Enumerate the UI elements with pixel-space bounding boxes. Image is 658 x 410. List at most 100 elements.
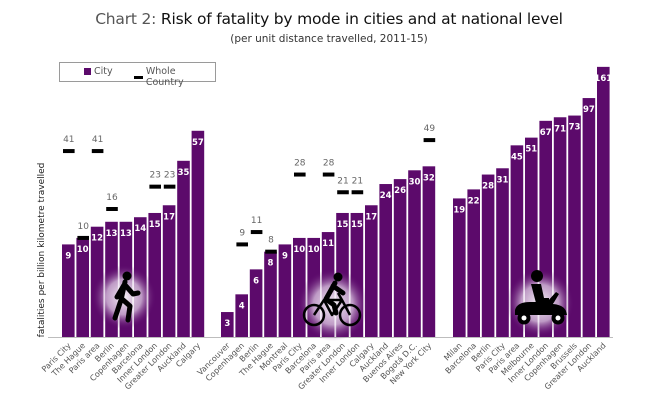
bar-value-label: 6 xyxy=(253,276,259,286)
bar-city xyxy=(467,189,480,337)
bar-value-label: 19 xyxy=(453,205,465,215)
chart-title: Chart 2: Risk of fatality by mode in cit… xyxy=(0,10,658,28)
bar-value-label: 97 xyxy=(583,105,595,115)
bar-city xyxy=(191,130,205,337)
bar-city xyxy=(453,198,466,337)
pedestrian-icon xyxy=(112,271,141,323)
bar-value-label: 10 xyxy=(293,245,305,255)
bar-city xyxy=(76,237,89,337)
legend-item-whole-country: Whole Country xyxy=(134,66,215,88)
legend: City Whole Country xyxy=(59,62,216,88)
bar-city xyxy=(393,179,407,337)
bar-city xyxy=(148,212,161,337)
bar-value-label: 35 xyxy=(178,168,190,178)
bar-value-label: 15 xyxy=(337,220,349,230)
bar-city xyxy=(597,66,610,337)
bar-city xyxy=(249,269,263,337)
whole-country-marker xyxy=(294,172,306,177)
bar-value-label: 57 xyxy=(192,138,204,148)
bar-city xyxy=(278,244,292,337)
bar-city xyxy=(379,184,392,337)
whole-country-marker xyxy=(322,172,335,177)
motorcycle-icon xyxy=(515,270,567,325)
whole-country-value-label: 49 xyxy=(424,124,436,134)
chart-subtitle: (per unit distance travelled, 2011-15) xyxy=(230,33,428,45)
chart-title-prefix: Chart 2: xyxy=(95,10,161,28)
chart-title-main: Risk of fatality by mode in cities and a… xyxy=(160,10,563,28)
bar-value-label: 31 xyxy=(497,175,509,185)
bar-value-label: 28 xyxy=(482,182,494,192)
whole-country-value-label: 21 xyxy=(352,176,363,186)
bar-value-label: 73 xyxy=(569,123,581,133)
bar-value-label: 51 xyxy=(525,145,537,155)
bar-city xyxy=(422,166,436,337)
bar-value-label: 45 xyxy=(511,152,523,162)
bar-city xyxy=(582,98,596,337)
bar-city xyxy=(62,244,75,337)
whole-country-value-label: 9 xyxy=(239,228,245,238)
legend-swatch-city xyxy=(84,68,91,75)
bar-value-label: 11 xyxy=(322,239,334,249)
whole-country-marker xyxy=(423,138,436,143)
legend-label-whole-country: Whole Country xyxy=(145,66,184,88)
bar-city xyxy=(408,170,421,337)
bar-city xyxy=(162,205,176,337)
bar-value-label: 8 xyxy=(268,259,274,269)
bar-city xyxy=(568,115,581,337)
whole-country-value-label: 23 xyxy=(164,171,175,181)
bar-city xyxy=(177,160,190,337)
bicycle-icon xyxy=(302,272,362,327)
whole-country-marker xyxy=(236,242,248,247)
bar-value-label: 26 xyxy=(394,186,406,196)
bar-value-label: 22 xyxy=(468,196,480,206)
bar-city xyxy=(235,294,248,337)
bar-city xyxy=(264,251,277,337)
bar-value-label: 17 xyxy=(163,212,175,222)
bar-value-label: 10 xyxy=(77,245,89,255)
legend-label-city: City xyxy=(94,66,113,77)
whole-country-marker xyxy=(250,230,263,235)
bar-value-label: 13 xyxy=(106,229,118,239)
whole-country-marker xyxy=(351,190,364,195)
whole-country-marker xyxy=(106,206,118,211)
bar-value-label: 12 xyxy=(91,234,103,244)
bar-value-label: 14 xyxy=(134,224,146,234)
bar-value-label: 32 xyxy=(423,173,435,183)
whole-country-value-label: 41 xyxy=(92,135,103,145)
whole-country-marker xyxy=(163,184,176,189)
whole-country-marker xyxy=(337,190,349,195)
bar-value-label: 15 xyxy=(149,220,161,230)
legend-swatch-whole-country xyxy=(134,75,143,79)
whole-country-value-label: 16 xyxy=(106,193,118,203)
whole-country-value-label: 28 xyxy=(323,159,335,169)
icons-layer xyxy=(92,265,574,341)
bar-value-label: 17 xyxy=(365,212,377,222)
bar-value-label: 15 xyxy=(351,220,363,230)
bar-value-label: 9 xyxy=(282,251,288,261)
whole-country-marker xyxy=(265,249,277,254)
bar-value-label: 67 xyxy=(540,128,552,138)
bar-value-label: 71 xyxy=(554,124,566,134)
bar-city xyxy=(496,168,509,337)
bar-city xyxy=(221,312,234,337)
bar-value-label: 24 xyxy=(380,191,392,201)
whole-country-value-label: 21 xyxy=(337,176,348,186)
whole-country-marker xyxy=(91,149,104,154)
bar-city xyxy=(365,205,378,337)
y-axis-label: fatalities per billion kilometre travell… xyxy=(37,163,47,338)
whole-country-value-label: 23 xyxy=(149,171,160,181)
bar-value-label: 3 xyxy=(224,319,230,329)
whole-country-value-label: 10 xyxy=(77,222,89,232)
whole-country-value-label: 8 xyxy=(268,236,274,246)
bar-city xyxy=(481,174,495,337)
whole-country-marker xyxy=(63,149,75,154)
bar-value-label: 9 xyxy=(65,251,71,261)
whole-country-marker xyxy=(149,184,161,189)
bar-value-label: 30 xyxy=(409,177,421,187)
legend-item-city: City xyxy=(84,66,113,77)
whole-country-value-label: 41 xyxy=(63,135,74,145)
whole-country-value-label: 11 xyxy=(251,216,262,226)
bar-value-label: 4 xyxy=(239,301,245,311)
whole-country-value-label: 28 xyxy=(294,159,306,169)
